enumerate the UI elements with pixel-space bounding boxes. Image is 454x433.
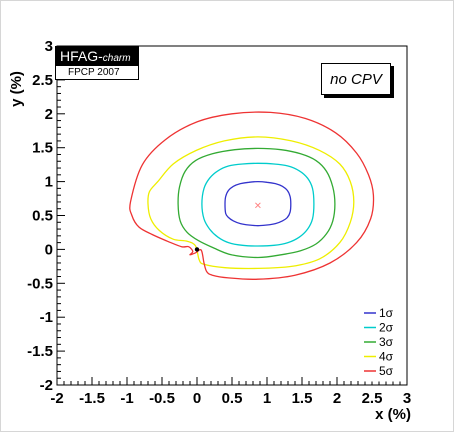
y-tick-label: 2 [45,106,53,123]
x-tick-label: 3 [403,390,411,407]
legend-entry: 2σ [379,321,394,335]
legend-entry: 1σ [379,306,394,320]
x-axis-title: x (%) [375,406,411,423]
y-tick-label: 0.5 [32,208,53,225]
x-tick-label: 1.5 [292,390,313,407]
contour-1-sigma [224,180,292,227]
legend-entry: 5σ [379,364,394,378]
x-tick-label: 0 [193,390,201,407]
y-tick-label: -1 [40,309,53,326]
x-tick-label: -2 [50,390,63,407]
plot-frame [56,45,408,386]
legend-entry: 4σ [379,350,394,364]
y-tick-label: 3 [45,38,53,55]
hfag-sub-text: charm [102,53,131,64]
hfag-label-box: HFAG-charm FPCP 2007 [55,46,139,80]
no-cpv-label: no CPV [321,63,391,95]
x-tick-label: -1 [120,390,133,407]
legend-entry: 3σ [379,335,394,349]
x-tick-label: -1.5 [79,390,105,407]
hfag-title: HFAG-charm [56,47,138,66]
x-tick-label: 1 [263,390,271,407]
y-tick-label: -1.5 [27,343,53,360]
contour-4-sigma [147,136,355,270]
y-tick-label: 1 [45,174,53,191]
x-tick-label: 2 [333,390,341,407]
contour-3-sigma [177,147,336,259]
y-tick-label: -0.5 [27,275,53,292]
y-tick-label: -2 [40,377,53,394]
x-tick-label: 2.5 [362,390,383,407]
no-cpv-point [194,247,200,252]
best-fit-marker [255,202,261,209]
y-axis-title: y (%) [8,71,25,107]
contour-5-sigma [129,111,375,280]
contour-2-sigma [201,162,315,247]
x-tick-label: 0.5 [222,390,243,407]
y-tick-label: 0 [45,241,53,258]
event-label: FPCP 2007 [68,67,120,78]
y-tick-label: 2.5 [32,72,53,89]
hfag-main-text: HFAG- [60,48,103,64]
x-tick-label: -0.5 [149,390,175,407]
y-tick-label: 1.5 [32,140,53,157]
